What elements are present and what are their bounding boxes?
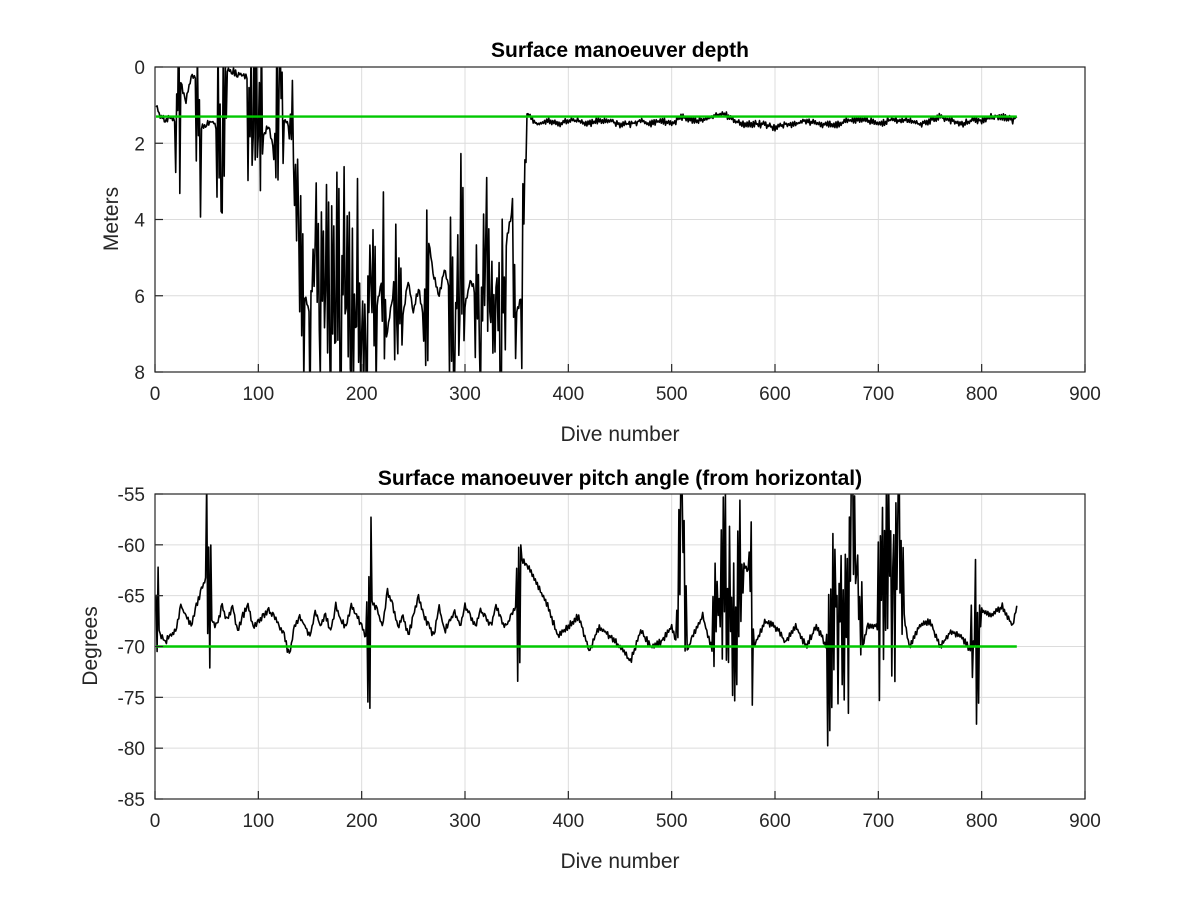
depth-series-layer bbox=[155, 67, 1018, 372]
depth-x-axis-label: Dive number bbox=[560, 423, 679, 446]
pitch-y-tick-label: -55 bbox=[118, 485, 145, 506]
pitch-x-tick-label: 900 bbox=[1069, 811, 1101, 832]
pitch-y-tick-label: -80 bbox=[118, 739, 145, 760]
depth-chart-title: Surface manoeuver depth bbox=[491, 39, 749, 62]
pitch-y-tick-label: -85 bbox=[118, 790, 145, 811]
pitch-x-tick-label: 300 bbox=[449, 811, 481, 832]
pitch-x-tick-label: 600 bbox=[759, 811, 791, 832]
pitch-x-tick-label: 400 bbox=[552, 811, 584, 832]
depth-y-tick-label: 4 bbox=[134, 211, 145, 232]
pitch-x-tick-label: 200 bbox=[346, 811, 378, 832]
depth-x-tick-label: 400 bbox=[552, 384, 584, 405]
pitch-x-tick-label: 800 bbox=[966, 811, 998, 832]
depth-x-tick-label: 100 bbox=[242, 384, 274, 405]
depth-x-tick-label: 600 bbox=[759, 384, 791, 405]
pitch-x-tick-label: 500 bbox=[656, 811, 688, 832]
depth-x-tick-label: 200 bbox=[346, 384, 378, 405]
pitch-dive-trace-line bbox=[155, 494, 1018, 747]
depth-y-tick-label: 2 bbox=[134, 134, 145, 155]
depth-y-axis-label: Meters bbox=[100, 187, 123, 251]
pitch-chart: 0 100 200 300 400 500 600 700 800 900 -55 -60 -65 -70… bbox=[79, 467, 1101, 873]
pitch-y-axis-label: Degrees bbox=[79, 606, 102, 685]
pitch-y-tick-label: -60 bbox=[118, 536, 145, 557]
pitch-x-tick-label: 0 bbox=[150, 811, 161, 832]
depth-x-tick-label: 0 bbox=[150, 384, 161, 405]
pitch-x-axis-label: Dive number bbox=[560, 850, 679, 873]
depth-tick-labels: 0 100 200 300 400 500 600 700 800 900 0 2 4 6 8 bbox=[134, 58, 1100, 405]
depth-y-tick-label: 6 bbox=[134, 287, 145, 308]
pitch-y-tick-label: -75 bbox=[118, 688, 145, 709]
depth-x-tick-label: 800 bbox=[966, 384, 998, 405]
pitch-x-tick-label: 700 bbox=[862, 811, 894, 832]
pitch-y-tick-label: -65 bbox=[118, 587, 145, 608]
pitch-x-tick-label: 100 bbox=[242, 811, 274, 832]
depth-x-tick-label: 300 bbox=[449, 384, 481, 405]
depth-x-tick-label: 900 bbox=[1069, 384, 1101, 405]
depth-dive-trace-line bbox=[155, 67, 1018, 372]
pitch-y-tick-label: -70 bbox=[118, 638, 145, 659]
pitch-series-layer bbox=[155, 494, 1018, 747]
depth-x-tick-label: 700 bbox=[862, 384, 894, 405]
pitch-chart-title: Surface manoeuver pitch angle (from hori… bbox=[378, 467, 862, 490]
depth-y-tick-label: 8 bbox=[134, 363, 145, 384]
depth-x-tick-label: 500 bbox=[656, 384, 688, 405]
depth-chart: 0 100 200 300 400 500 600 700 800 900 0 2 4 6 8 Surfac… bbox=[100, 39, 1101, 446]
depth-y-tick-label: 0 bbox=[134, 58, 145, 79]
pitch-tick-labels: 0 100 200 300 400 500 600 700 800 900 -55 -60 -65 -70… bbox=[118, 485, 1101, 832]
